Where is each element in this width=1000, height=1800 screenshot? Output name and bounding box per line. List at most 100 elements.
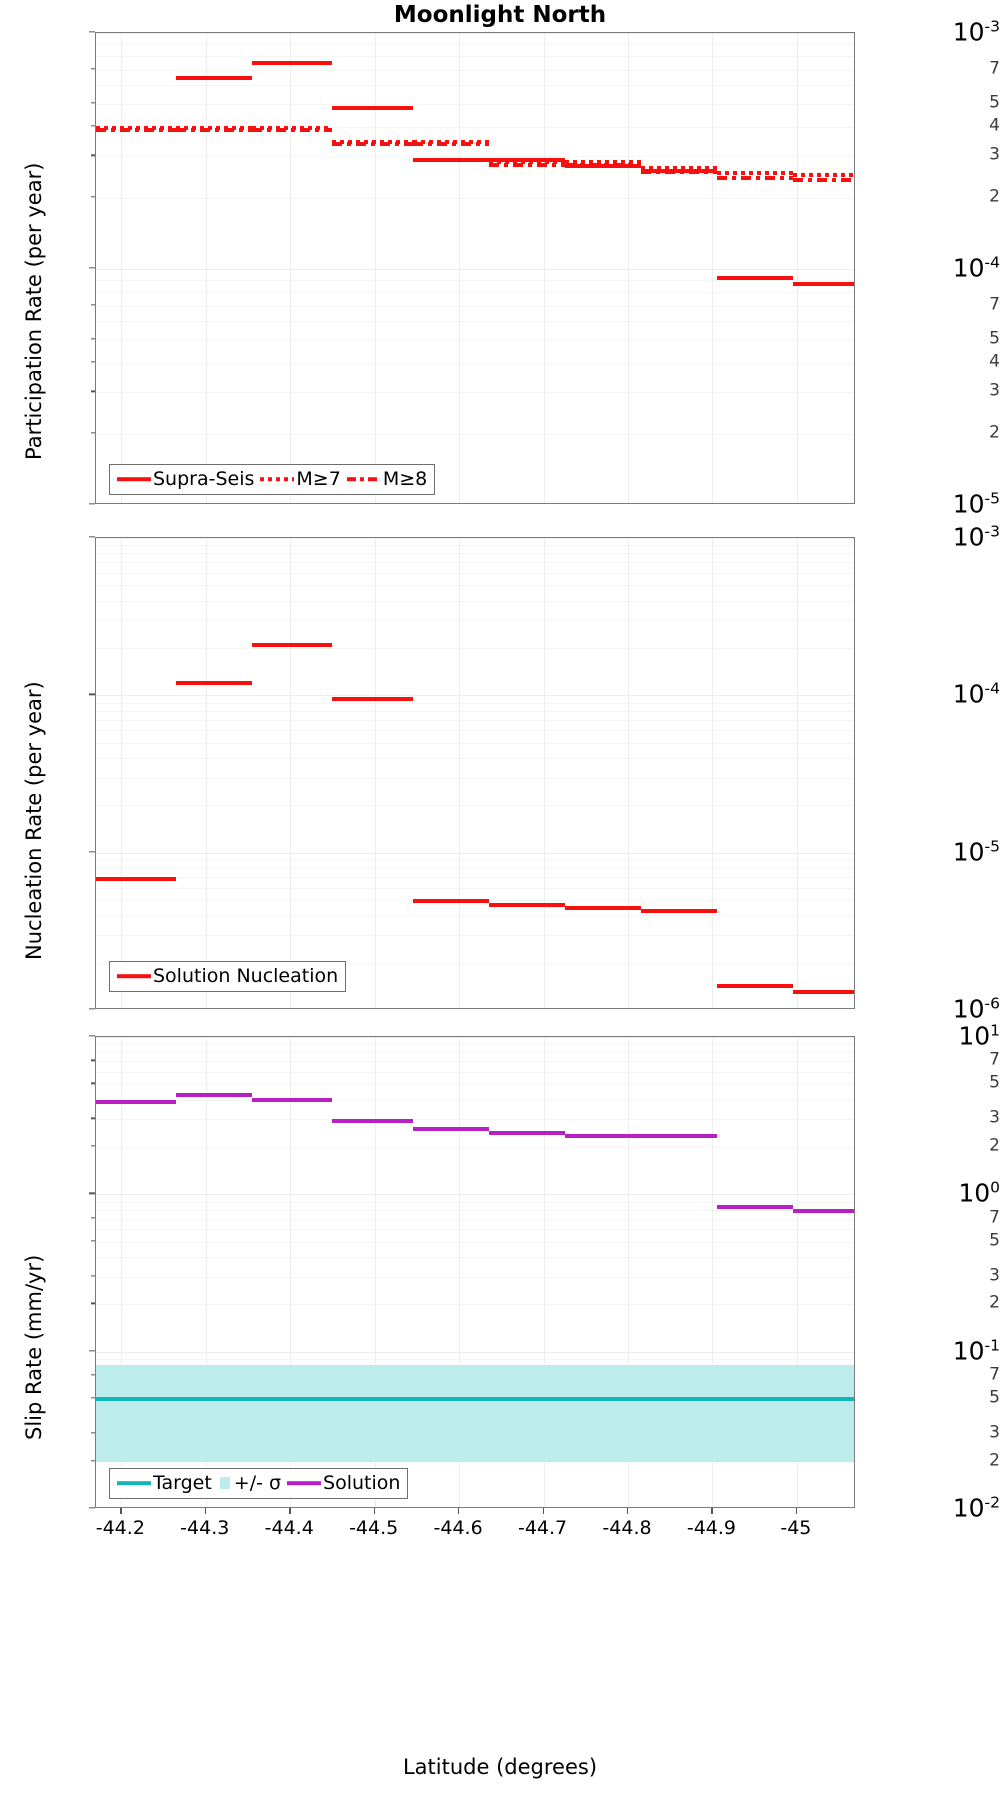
series-segment-solution-slip [412, 1126, 489, 1131]
series-segment-solution-slip [792, 1209, 854, 1214]
series-segment-m7 [716, 171, 793, 176]
panel-participation-rate [95, 32, 855, 504]
gridline-horizontal [96, 962, 854, 964]
panel3-y-axis-label: Slip Rate (mm/yr) [22, 1254, 46, 1440]
gridline-vertical [374, 1037, 376, 1507]
gridline-horizontal [96, 1061, 854, 1063]
y-tick-label: 10-3 [952, 17, 1000, 47]
gridline-horizontal [96, 1071, 854, 1073]
series-segment-solution-nucleation [488, 902, 565, 907]
legend-entry[interactable]: Supra-Seis [117, 468, 260, 490]
series-segment-solution-slip [176, 1092, 253, 1097]
x-tick-mark [289, 1508, 291, 1514]
y-tick-label-minor: 2 [989, 1135, 1000, 1156]
gridline-vertical [712, 33, 714, 503]
series-segment-solution-nucleation [332, 696, 413, 701]
y-tick-label: 10-1 [952, 1335, 1000, 1366]
legend-entry[interactable]: Solution Nucleation [117, 965, 338, 987]
series-segment-m8 [332, 142, 413, 147]
panel1-legend[interactable]: Supra-Seis M≥7 M≥8 [109, 464, 436, 495]
gridline-vertical [459, 538, 461, 1008]
legend-entry[interactable]: Target [117, 1472, 218, 1494]
y-tick-mark-minor [91, 432, 95, 434]
series-segment-solution-slip [96, 1100, 177, 1105]
y-tick-label-minor: 5 [989, 1072, 1000, 1093]
legend-entry[interactable]: +/- σ [218, 1472, 287, 1494]
legend-entry[interactable]: Solution [287, 1472, 400, 1494]
x-tick-mark [627, 1508, 629, 1514]
y-tick-label: 10-4 [952, 253, 1000, 283]
x-tick-label: -44.4 [264, 1517, 314, 1539]
y-tick-mark-minor [91, 102, 95, 104]
y-tick-label-minor: 7 [989, 1364, 1000, 1385]
gridline-horizontal [96, 757, 854, 759]
gridline-horizontal [96, 545, 854, 547]
legend-label: M≥8 [382, 468, 428, 490]
y-tick-mark-minor [91, 1082, 95, 1085]
x-tick-mark [373, 1508, 375, 1514]
gridline-horizontal [96, 340, 854, 342]
y-tick-mark-minor [91, 1302, 95, 1304]
gridline-horizontal [96, 777, 854, 779]
gridline-horizontal [96, 1209, 854, 1211]
x-tick-label: -44.6 [433, 1517, 483, 1539]
y-tick-mark-minor [91, 338, 95, 340]
gridline-vertical [628, 1037, 629, 1507]
gridline-vertical [543, 538, 545, 1008]
y-tick-label-minor: 2 [989, 1292, 1000, 1313]
y-tick-mark [89, 1008, 95, 1010]
panel1-plot-area [95, 32, 855, 504]
gridline-horizontal [96, 647, 854, 649]
gridline-horizontal [96, 291, 854, 293]
y-tick-label-minor: 2 [989, 186, 1000, 207]
gridline-horizontal [96, 702, 854, 704]
gridline-vertical [121, 33, 123, 503]
panel3-plot-area [95, 1036, 855, 1508]
panel3-legend[interactable]: Target +/- σ Solution [109, 1468, 409, 1499]
x-tick-label: -44.8 [602, 1517, 652, 1539]
gridline-horizontal [96, 362, 854, 364]
series-segment-supra-seis [716, 275, 793, 280]
gridline-vertical [543, 1037, 545, 1507]
gridline-horizontal [96, 156, 854, 158]
gridline-horizontal [96, 710, 854, 712]
series-segment-solution-slip [564, 1133, 641, 1138]
gridline-horizontal [96, 69, 854, 71]
x-tick-mark [204, 1508, 207, 1514]
series-segment-solution-nucleation [412, 899, 489, 904]
series-segment-solution-nucleation [252, 642, 333, 647]
y-tick-label-minor: 4 [989, 351, 1000, 372]
panel2-legend[interactable]: Solution Nucleation [109, 961, 347, 992]
gridline-horizontal [96, 620, 854, 622]
x-tick-mark [542, 1508, 544, 1514]
series-segment-m7 [640, 165, 717, 170]
y-tick-mark [89, 1507, 95, 1509]
gridline-horizontal [96, 305, 854, 307]
legend-label: Supra-Seis [153, 468, 255, 490]
series-segment-m8 [640, 169, 717, 174]
series-segment-m7 [332, 140, 413, 145]
series-segment-solution-nucleation [564, 905, 641, 910]
panel-slip-rate [95, 1036, 855, 1508]
legend-entry[interactable]: M≥8 [346, 468, 428, 490]
legend-entry[interactable]: M≥7 [260, 468, 346, 490]
y-tick-mark-minor [91, 1117, 95, 1119]
gridline-horizontal [96, 85, 854, 87]
gridline-vertical [628, 33, 629, 503]
y-tick-mark-minor [91, 390, 95, 393]
gridline-horizontal [96, 600, 854, 602]
legend-label: Target [153, 1472, 212, 1494]
gridline-horizontal-major [96, 1037, 854, 1038]
y-tick-mark-minor [91, 1240, 95, 1242]
legend-label: M≥7 [296, 468, 341, 490]
legend-patch-sample [218, 1476, 232, 1490]
y-tick-mark-minor [91, 1397, 95, 1399]
gridline-vertical [121, 1037, 123, 1507]
x-tick-label: -44.2 [95, 1517, 145, 1539]
y-tick-mark [89, 1350, 95, 1352]
gridline-vertical [712, 538, 714, 1008]
y-tick-mark-minor [91, 154, 95, 157]
gridline-horizontal-major [96, 1194, 854, 1196]
y-tick-label: 10-5 [952, 489, 1000, 519]
gridline-vertical [374, 33, 376, 503]
